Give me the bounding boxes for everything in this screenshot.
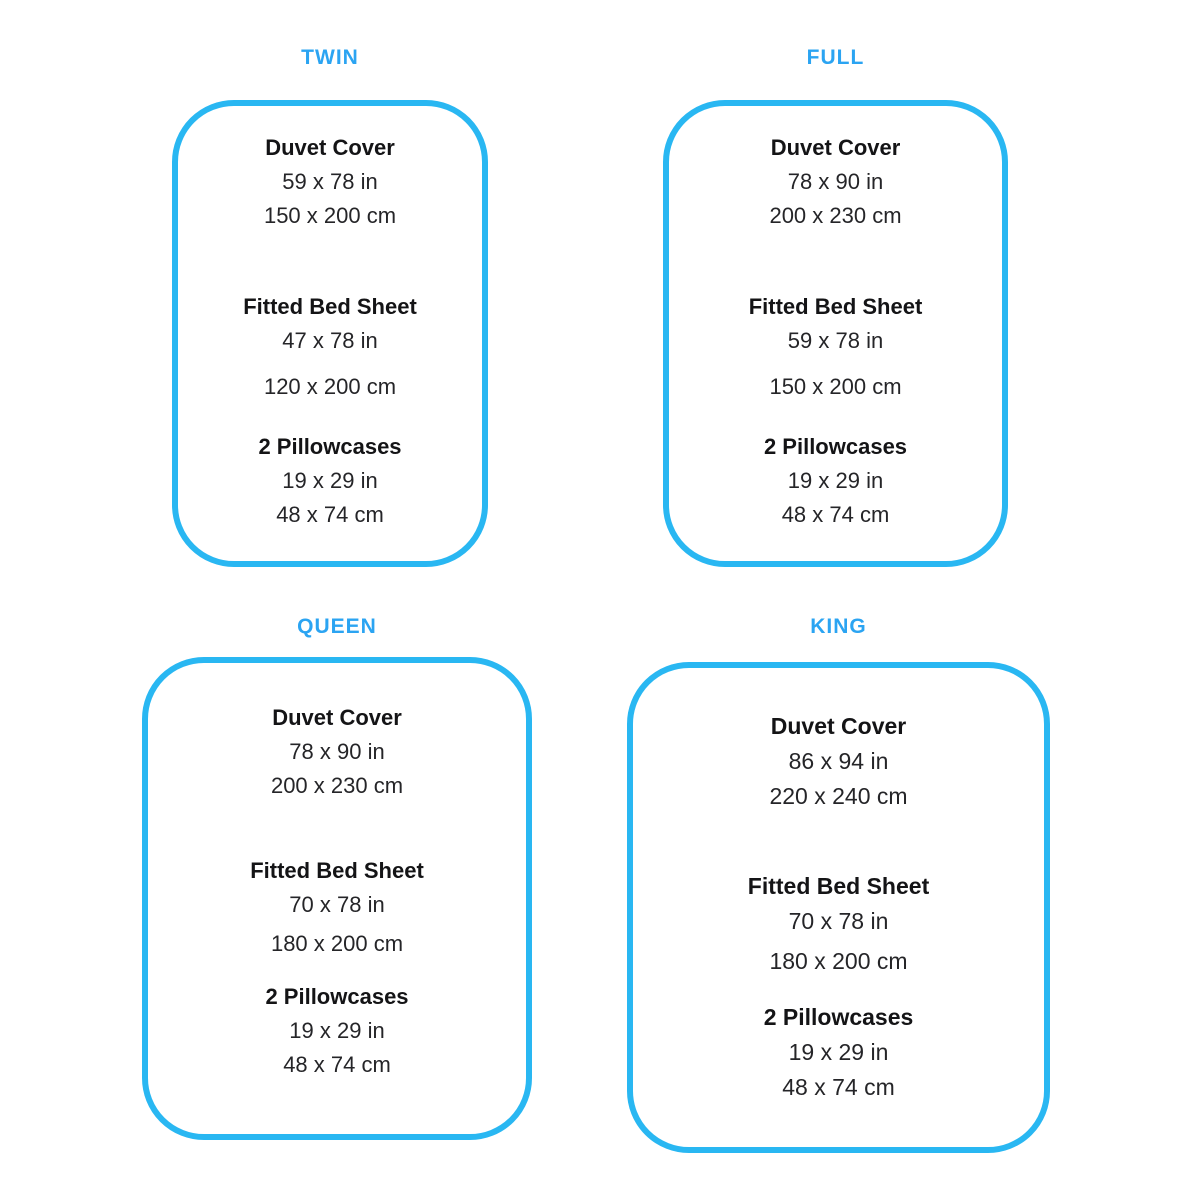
dimension-cm: 48 x 74 cm [781,502,890,527]
product-name: Fitted Bed Sheet [243,294,417,319]
product-section-duvet: Duvet Cover 78 x 90 in 200 x 230 cm [148,701,526,803]
dimension-inches: 19 x 29 in [788,1039,889,1065]
dimension-inches: 19 x 29 in [282,468,378,493]
product-name: Duvet Cover [770,135,901,160]
dimension-inches: 78 x 90 in [289,739,385,764]
dimension-cm: 220 x 240 cm [769,783,908,809]
product-section-fitted-sheet: Fitted Bed Sheet 59 x 78 in 150 x 200 cm [669,290,1002,404]
product-section-pillowcases: 2 Pillowcases 19 x 29 in 48 x 74 cm [633,1000,1044,1105]
product-section-fitted-sheet: Fitted Bed Sheet 47 x 78 in 120 x 200 cm [178,290,482,404]
dimension-cm: 48 x 74 cm [283,1052,391,1077]
size-title-king: KING [810,615,867,638]
dimension-inches: 70 x 78 in [788,908,889,934]
product-section-fitted-sheet: Fitted Bed Sheet 70 x 78 in 180 x 200 cm [148,854,526,961]
product-section-pillowcases: 2 Pillowcases 19 x 29 in 48 x 74 cm [148,980,526,1082]
product-name: Fitted Bed Sheet [250,858,424,883]
product-section-pillowcases: 2 Pillowcases 19 x 29 in 48 x 74 cm [178,430,482,532]
dimension-cm: 150 x 200 cm [263,203,397,228]
product-section-pillowcases: 2 Pillowcases 19 x 29 in 48 x 74 cm [669,430,1002,532]
product-section-duvet: Duvet Cover 78 x 90 in 200 x 230 cm [669,131,1002,233]
dimension-cm: 120 x 200 cm [263,374,397,399]
product-name: Duvet Cover [272,705,402,730]
dimension-cm: 200 x 230 cm [769,203,902,228]
size-title-twin: TWIN [301,46,359,69]
product-section-fitted-sheet: Fitted Bed Sheet 70 x 78 in 180 x 200 cm [633,869,1044,979]
dimension-inches: 86 x 94 in [788,748,889,774]
product-section-duvet: Duvet Cover 86 x 94 in 220 x 240 cm [633,709,1044,814]
size-card-full: Duvet Cover 78 x 90 in 200 x 230 cm Fitt… [663,100,1008,567]
product-name: 2 Pillowcases [265,984,409,1009]
dimension-inches: 70 x 78 in [289,892,385,917]
product-name: Fitted Bed Sheet [747,873,930,899]
size-title-queen: QUEEN [297,615,377,638]
dimension-inches: 19 x 29 in [289,1018,385,1043]
size-card-king: Duvet Cover 86 x 94 in 220 x 240 cm Fitt… [627,662,1050,1153]
product-name: Duvet Cover [770,713,907,739]
dimension-cm: 200 x 230 cm [270,773,404,798]
product-name: 2 Pillowcases [763,1004,914,1030]
dimension-inches: 78 x 90 in [787,169,884,194]
product-name: Duvet Cover [265,135,395,160]
dimension-inches: 59 x 78 in [282,169,378,194]
dimension-inches: 19 x 29 in [787,468,884,493]
size-title-full: FULL [806,46,865,69]
dimension-cm: 180 x 200 cm [769,948,908,974]
product-section-duvet: Duvet Cover 59 x 78 in 150 x 200 cm [178,131,482,233]
product-name: Fitted Bed Sheet [748,294,923,319]
size-card-twin: Duvet Cover 59 x 78 in 150 x 200 cm Fitt… [172,100,488,567]
dimension-cm: 150 x 200 cm [769,374,902,399]
dimension-inches: 59 x 78 in [787,328,884,353]
dimension-cm: 48 x 74 cm [276,502,384,527]
dimension-inches: 47 x 78 in [282,328,378,353]
product-name: 2 Pillowcases [258,434,402,459]
dimension-cm: 180 x 200 cm [270,931,404,956]
product-name: 2 Pillowcases [763,434,908,459]
dimension-cm: 48 x 74 cm [782,1074,895,1100]
size-card-queen: Duvet Cover 78 x 90 in 200 x 230 cm Fitt… [142,657,532,1140]
